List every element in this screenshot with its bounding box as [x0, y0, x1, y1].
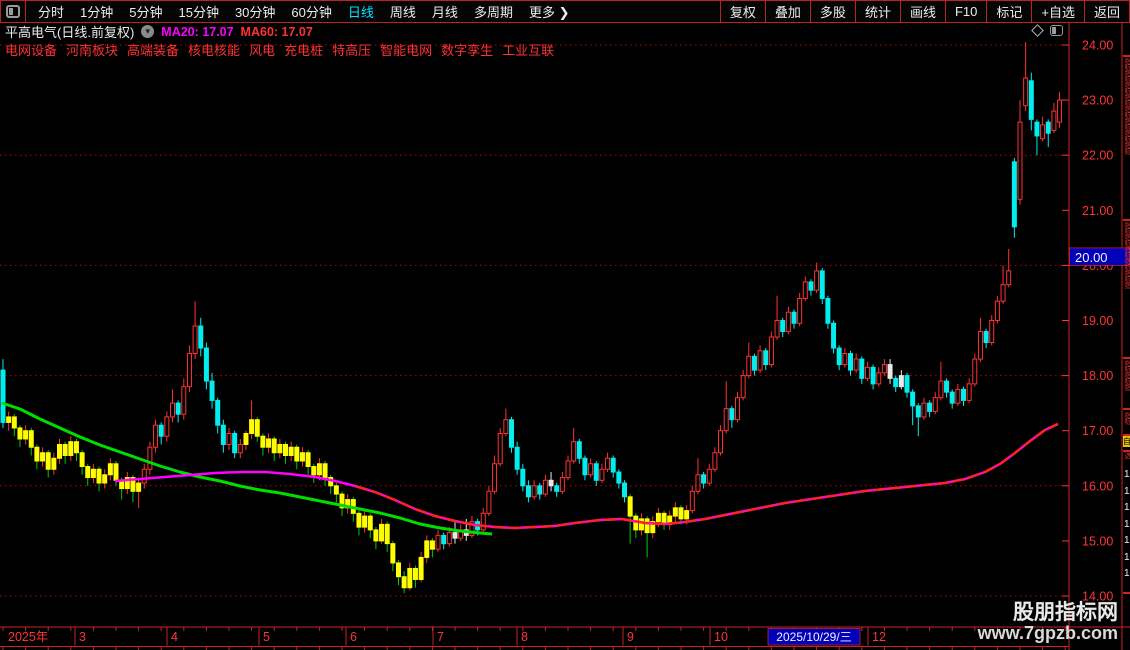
strip-highlight-cell[interactable]: 自: [1123, 436, 1130, 447]
month-label-10: 10: [714, 630, 728, 644]
price-label-16.00: 16.00: [1082, 479, 1113, 493]
top-toolbar: 分时 1分钟 5分钟 15分钟 30分钟 60分钟 日线 周线 月线 多周期 更多 ❯ 复权 叠加 多股…: [0, 0, 1130, 23]
ma-green-line: [1, 401, 493, 536]
month-label-8: 8: [521, 630, 528, 644]
price-label-21.00: 21.00: [1082, 204, 1113, 218]
menu-item-5分钟[interactable]: 5分钟: [129, 5, 163, 20]
price-label-15.00: 15.00: [1082, 534, 1113, 548]
chevron-down-icon[interactable]: ▾: [141, 25, 155, 38]
month-label-9: 9: [627, 630, 634, 644]
menu-item-30分钟[interactable]: 30分钟: [234, 5, 276, 20]
concept-tag-工业互联[interactable]: 工业互联: [502, 43, 555, 58]
candles: [0, 42, 1063, 594]
strip-number-5: 1: [1124, 551, 1130, 563]
strip-divider-5: [1123, 450, 1130, 452]
strip-divider-6: [1123, 592, 1130, 594]
month-label-3: 3: [79, 630, 86, 644]
month-label-5: 5: [263, 630, 270, 644]
strip-number-0: 1: [1124, 469, 1130, 480]
watermark-site-url: www.7gpzb.com: [977, 623, 1118, 644]
cursor-price-box: 20.00: [1069, 247, 1130, 266]
strip-number-1: 1: [1124, 485, 1130, 497]
right-side-strip[interactable]: 指标指标指标指标指标指标指标指标指标指标指标指标指标指指标指标指指标自选 1 1 1 1…: [1123, 22, 1130, 650]
toolbar-button-统计[interactable]: 统计: [854, 1, 900, 22]
strip-divider-4: [1123, 434, 1130, 436]
concept-tag-核电核能[interactable]: 核电核能: [188, 43, 241, 58]
concept-tag-充电桩[interactable]: 充电桩: [284, 43, 324, 58]
menu-item-分时[interactable]: 分时: [38, 5, 65, 20]
toolbar-buttons: 复权 叠加 多股 统计 画线 F10 标记 +自选 返回: [719, 1, 1129, 22]
concept-tags-row: 电网设备 河南板块 高端装备 核电核能 风电 充电桩 特高压 智能电网 数字孪生 工业互联: [5, 40, 554, 59]
watermark-site-name: 股朋指标网: [1013, 601, 1118, 624]
strip-divider-2: [1123, 357, 1130, 359]
chart-title-row: 平高电气(日线.前复权) ▾ MA20: 17.07 MA60: 17.07: [5, 24, 313, 41]
menu-item-月线[interactable]: 月线: [431, 5, 458, 20]
ma60-value: MA60: 17.07: [240, 24, 313, 39]
menu-item-日线[interactable]: 日线: [347, 5, 374, 20]
concept-tag-智能电网[interactable]: 智能电网: [380, 43, 433, 58]
price-label-23.00: 23.00: [1082, 94, 1113, 108]
month-label-12: 12: [872, 630, 886, 644]
toolbar-button-多股[interactable]: 多股: [809, 1, 855, 22]
strip-number-2: 1: [1124, 502, 1130, 513]
strip-text-1: 指标指标指标指标指标指: [1124, 222, 1130, 288]
app-window-button[interactable]: [1, 1, 26, 22]
chart-corner-icons: [1031, 24, 1063, 37]
concept-tag-特高压[interactable]: 特高压: [332, 43, 372, 58]
strip-divider-3: [1123, 408, 1130, 410]
ma60-line: [354, 422, 1059, 530]
strip-divider-0: [1123, 55, 1130, 57]
price-label-24.00: 24.00: [1082, 39, 1113, 53]
strip-divider-1: [1123, 219, 1130, 221]
menu-item-1分钟[interactable]: 1分钟: [80, 5, 114, 20]
concept-tag-电网设备[interactable]: 电网设备: [5, 43, 58, 58]
toolbar-button-自选[interactable]: +自选: [1031, 1, 1084, 22]
menu-item-周线[interactable]: 周线: [389, 5, 416, 20]
menu-item-更多[interactable]: 更多 ❯: [528, 5, 570, 20]
toolbar-button-F10[interactable]: F10: [944, 1, 986, 22]
menu-item-15分钟[interactable]: 15分钟: [178, 5, 219, 20]
strip-text-3: 指标: [1124, 412, 1130, 424]
strip-number-6: 1: [1124, 568, 1130, 579]
watermark: 股朋指标网 www.7gpzb.com: [938, 601, 1118, 644]
strip-text-2: 指标指标指: [1124, 360, 1130, 390]
month-label-6: 6: [350, 630, 357, 644]
concept-tag-风电[interactable]: 风电: [249, 43, 276, 58]
split-window-icon[interactable]: [1050, 25, 1063, 36]
window-icon: [6, 5, 20, 18]
month-label-4: 4: [171, 630, 178, 644]
concept-tag-高端装备[interactable]: 高端装备: [127, 43, 180, 58]
ma20-value: MA20: 17.07: [161, 24, 234, 39]
toolbar-button-返回[interactable]: 返回: [1083, 1, 1129, 22]
cursor-date-value: 2025/10/29/三: [776, 630, 851, 644]
price-label-14.00: 14.00: [1082, 590, 1113, 604]
price-label-19.00: 19.00: [1082, 314, 1113, 328]
diamond-marker-icon[interactable]: [1031, 24, 1044, 37]
price-label-18.00: 18.00: [1082, 369, 1113, 383]
cursor-date-box: 2025/10/29/三: [767, 628, 861, 646]
strip-sub-cell: 选: [1124, 452, 1130, 458]
month-label-7: 7: [437, 630, 444, 644]
toolbar-spacer: [577, 1, 719, 22]
cursor-price-value: 20.00: [1075, 250, 1108, 265]
strip-number-3: 1: [1124, 518, 1130, 530]
menu-item-多周期[interactable]: 多周期: [473, 5, 513, 20]
period-menu: 分时 1分钟 5分钟 15分钟 30分钟 60分钟 日线 周线 月线 多周期 更多 ❯: [26, 1, 577, 22]
toolbar-button-叠加[interactable]: 叠加: [764, 1, 810, 22]
concept-tag-数字孪生[interactable]: 数字孪生: [441, 43, 494, 58]
toolbar-button-标记[interactable]: 标记: [986, 1, 1031, 22]
strip-number-4: 1: [1124, 535, 1130, 546]
year-label: 2025年: [8, 630, 48, 644]
price-label-22.00: 22.00: [1082, 149, 1113, 163]
price-label-17.00: 17.00: [1082, 424, 1113, 438]
strip-text-0: 指标指标指标指标指标指标指标指标: [1124, 58, 1130, 154]
stock-title: 平高电气(日线.前复权): [5, 25, 135, 40]
toolbar-button-画线[interactable]: 画线: [899, 1, 945, 22]
menu-item-60分钟[interactable]: 60分钟: [291, 5, 332, 20]
chart-plot-area[interactable]: [0, 22, 1069, 650]
concept-tag-河南板块[interactable]: 河南板块: [66, 43, 119, 58]
toolbar-button-复权[interactable]: 复权: [719, 1, 765, 22]
